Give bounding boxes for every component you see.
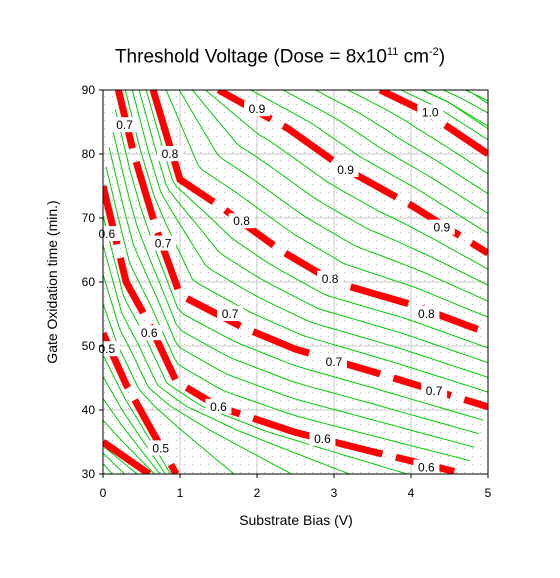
contour-label: 0.8 xyxy=(322,272,339,286)
minor-contour-line xyxy=(399,90,488,141)
y-axis: 30 40 50 60 70 80 90 xyxy=(82,83,103,481)
minor-contour-line xyxy=(103,398,161,474)
contour-label: 0.8 xyxy=(418,307,435,321)
minor-contour-line xyxy=(250,90,488,234)
contour-label-bg xyxy=(321,354,347,369)
contour-label-bg xyxy=(93,341,120,357)
minor-contour-line xyxy=(103,376,166,474)
minor-contour-line xyxy=(103,303,235,474)
minor-contour-line xyxy=(464,90,488,105)
x-tick-label: 5 xyxy=(485,486,492,500)
contour-label: 0.9 xyxy=(433,221,450,235)
minor-contour-line xyxy=(103,215,408,474)
contour-label-bg xyxy=(317,270,344,286)
minor-contour-line xyxy=(282,90,488,214)
minor-contour-line xyxy=(103,244,350,474)
minor-contour-line xyxy=(347,90,488,175)
contour-label: 0.6 xyxy=(418,461,435,475)
x-tick-label: 3 xyxy=(331,486,338,500)
labeled-contour-0.5 xyxy=(103,439,152,474)
minor-contour-line xyxy=(103,419,155,474)
contour-label: 0.6 xyxy=(314,432,331,446)
minor-contour-line xyxy=(108,147,475,448)
x-tick-label: 0 xyxy=(100,486,107,500)
y-tick-label: 50 xyxy=(82,339,96,353)
contour-label-bg xyxy=(156,146,183,161)
contour-label: 0.7 xyxy=(326,355,343,369)
minor-contour-line xyxy=(191,90,488,286)
minor-contour-line xyxy=(145,90,488,349)
minor-contour-line xyxy=(165,90,488,318)
minor-contour-line xyxy=(421,90,488,130)
contour-label-bg xyxy=(147,440,174,456)
contour-label-bg xyxy=(421,382,448,398)
x-axis-label: Substrate Bias (V) xyxy=(239,512,353,528)
x-axis: 0 1 2 3 4 5 xyxy=(100,474,492,500)
contour-label-bg xyxy=(111,117,138,133)
x-tick-label: 4 xyxy=(408,486,415,500)
x-tick-label: 1 xyxy=(177,486,184,500)
y-tick-label: 80 xyxy=(82,147,96,161)
minor-contour-line xyxy=(114,109,484,421)
minor-contour-line xyxy=(103,452,125,474)
minor-contour-line xyxy=(178,90,488,302)
contour-label-bg xyxy=(136,325,163,341)
grid xyxy=(102,89,489,475)
contour-label-bg xyxy=(413,306,440,321)
y-tick-label: 90 xyxy=(82,83,96,97)
y-tick-label: 30 xyxy=(82,467,96,481)
y-tick-label: 40 xyxy=(82,403,96,417)
contour-label-bg xyxy=(205,398,232,414)
y-tick-label: 60 xyxy=(82,275,96,289)
contour-label: 0.8 xyxy=(233,214,250,228)
minor-contour-line xyxy=(54,416,100,474)
minor-contour-line xyxy=(315,90,488,195)
contour-label: 0.7 xyxy=(155,237,172,251)
contour-label: 0.7 xyxy=(426,384,443,398)
minor-contours xyxy=(54,90,488,474)
contour-label: 0.6 xyxy=(210,400,227,414)
contour-label: 0.5 xyxy=(152,441,169,455)
labeled-contour-0.6 xyxy=(103,185,466,474)
contour-label-bg xyxy=(217,306,244,321)
contour-label-bg xyxy=(228,213,255,229)
contour-label-bg xyxy=(150,235,177,251)
minor-contour-line xyxy=(138,90,488,364)
contour-label-bg xyxy=(309,430,336,446)
contour-label-bg xyxy=(332,162,359,177)
x-tick-label: 2 xyxy=(254,486,261,500)
contour-label-bg xyxy=(413,459,440,475)
minor-contour-line xyxy=(111,128,479,435)
contour-label: 0.9 xyxy=(249,102,266,116)
contour-label: 0.8 xyxy=(162,147,179,161)
contour-label: 0.6 xyxy=(99,227,116,241)
y-tick-label: 70 xyxy=(82,211,96,225)
minor-contour-line xyxy=(103,463,113,474)
contour-label: 0.7 xyxy=(222,307,239,321)
minor-contour-line xyxy=(442,90,488,114)
minor-contour-line xyxy=(205,90,488,270)
contour-label-bg xyxy=(93,226,120,241)
contour-label: 1.0 xyxy=(422,105,439,119)
minor-contour-line xyxy=(131,90,488,378)
minor-contour-line xyxy=(103,274,292,474)
contour-label-bg xyxy=(417,104,444,120)
minor-contour-line xyxy=(463,90,488,102)
contour-label-bg xyxy=(244,101,270,117)
contour-label-bg xyxy=(428,219,455,235)
chart-title: Threshold Voltage (Dose = 8x1011 cm-2) xyxy=(114,46,446,68)
contour-labels: 0.5 0.5 0.6 0.6 0.6 0.6 0.6 0.7 0.7 0.7 0.7 0.7 0.8 0… xyxy=(93,101,455,475)
y-axis-label: Gate Oxidation time (min.) xyxy=(44,200,60,364)
contour-label: 0.5 xyxy=(99,342,116,356)
contour-label: 0.9 xyxy=(337,163,354,177)
contour-label: 0.7 xyxy=(116,118,133,132)
minor-contour-line xyxy=(103,445,138,474)
contour-label: 0.6 xyxy=(141,326,158,340)
labeled-contour-0.7 xyxy=(114,90,488,411)
minor-contour-line xyxy=(105,166,470,462)
